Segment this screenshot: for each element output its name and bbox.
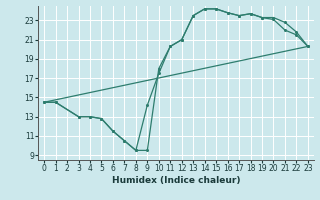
X-axis label: Humidex (Indice chaleur): Humidex (Indice chaleur) xyxy=(112,176,240,185)
